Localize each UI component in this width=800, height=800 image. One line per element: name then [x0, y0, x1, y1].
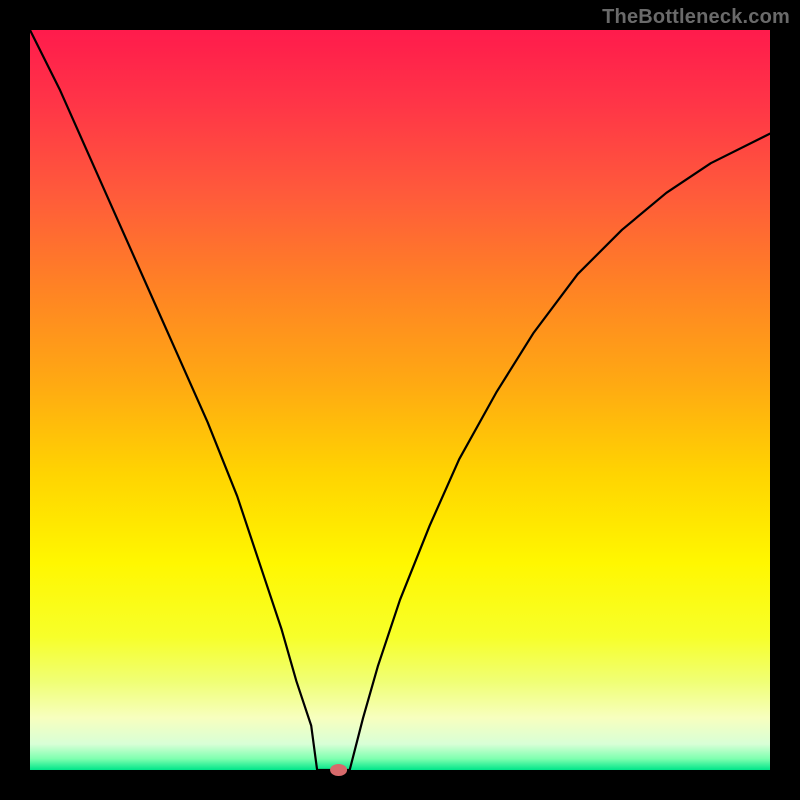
watermark-text: TheBottleneck.com: [602, 6, 790, 29]
plot-background-gradient: [30, 30, 770, 770]
chart-svg: [0, 0, 800, 800]
chart-stage: TheBottleneck.com: [0, 0, 800, 800]
optimal-point-marker: [330, 764, 347, 776]
